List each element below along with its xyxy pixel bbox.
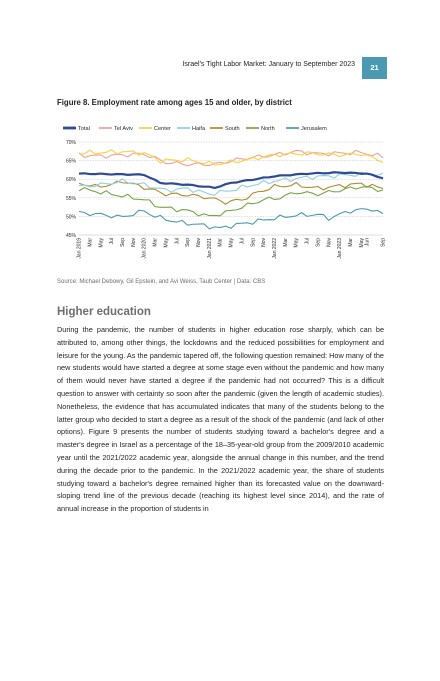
y-tick-label: 55% <box>66 196 77 202</box>
y-tick-label: 45% <box>66 233 77 239</box>
x-tick-label: Sep <box>120 238 126 247</box>
x-tick-label: Mar <box>153 238 159 247</box>
x-tick-label: Jul <box>305 238 311 244</box>
legend-item: North <box>246 126 275 132</box>
series-line <box>78 208 384 230</box>
x-tick-label: Nov <box>196 238 202 247</box>
series-line <box>78 171 384 196</box>
x-tick-label: Mar <box>283 238 289 247</box>
legend-label: North <box>261 126 275 132</box>
x-tick-label: Jul <box>109 238 115 244</box>
x-tick-label: Sep <box>315 238 321 247</box>
x-tick-label: Jun <box>364 238 370 246</box>
legend-label: Jerusalem <box>301 126 327 132</box>
x-tick-label: Jan 2021 <box>207 238 213 259</box>
x-tick-label: Nov <box>131 238 137 247</box>
y-tick-label: 65% <box>66 159 77 165</box>
x-tick-label: Jan 2023 <box>337 238 343 259</box>
running-header: Israel's Tight Labor Market: January to … <box>60 57 387 79</box>
x-tick-label: May <box>98 238 104 248</box>
x-tick-label: Sep <box>185 238 191 247</box>
x-tick-label: Nov <box>261 238 267 247</box>
y-tick-label: 50% <box>66 214 77 220</box>
chart-legend: Total Tel Aviv Center Haifa South North Jerusa… <box>63 126 327 132</box>
legend-label: Tel Aviv <box>114 126 133 132</box>
y-tick-label: 70% <box>66 140 77 146</box>
body-paragraph: During the pandemic, the number of stude… <box>57 325 384 514</box>
legend-item: Total <box>63 126 90 132</box>
legend-item: Center <box>139 126 171 132</box>
legend-label: South <box>225 126 240 132</box>
legend-item: Haifa <box>177 126 206 132</box>
chart-gridlines <box>79 141 383 236</box>
x-tick-label: Jul <box>239 238 245 244</box>
x-tick-label: May <box>294 238 300 248</box>
x-tick-label: Jul <box>174 238 180 244</box>
x-tick-label: May <box>163 238 169 248</box>
series-line <box>78 149 384 166</box>
figure-title: Figure 8. Employment rate among ages 15 … <box>57 98 292 107</box>
x-tick-label: Jan 2019 <box>77 238 83 259</box>
x-tick-label: Nov <box>326 238 332 247</box>
legend-item: Jerusalem <box>286 126 327 132</box>
x-tick-label: Mar <box>218 238 224 247</box>
x-tick-label: May <box>229 238 235 248</box>
legend-label: Total <box>78 126 90 132</box>
x-tick-label: Sep <box>250 238 256 247</box>
legend-label: Haifa <box>192 126 206 132</box>
y-tick-label: 60% <box>66 177 77 183</box>
employment-rate-chart: Total Tel Aviv Center Haifa South North Jerusa… <box>63 126 387 259</box>
running-header-title: Israel's Tight Labor Market: January to … <box>182 61 355 68</box>
page-number-badge: 21 <box>362 57 387 79</box>
x-axis: Jan 2019 Mar May Jul Sep Nov Jan 2020 Mar May Jul… <box>77 238 387 259</box>
series-line <box>78 149 384 167</box>
series-line <box>78 185 384 217</box>
y-axis: 45% 50% 55% 60% 65% 70% <box>66 140 77 239</box>
legend-label: Center <box>154 126 171 132</box>
x-tick-label: Mar <box>348 238 354 247</box>
x-tick-label: May <box>359 238 365 248</box>
x-tick-label: Jan 2022 <box>272 238 278 259</box>
x-tick-label: Mar <box>87 238 93 247</box>
legend-item: Tel Aviv <box>99 126 133 132</box>
legend-item: South <box>210 126 240 132</box>
section-heading: Higher education <box>57 306 151 318</box>
series-line <box>78 180 384 205</box>
figure-source: Source: Michael Debowy, Gil Epstein, and… <box>57 279 266 285</box>
x-tick-label: Sep <box>381 238 387 247</box>
chart-series <box>78 149 384 230</box>
x-tick-label: Jan 2020 <box>142 238 148 259</box>
series-line <box>78 171 384 190</box>
